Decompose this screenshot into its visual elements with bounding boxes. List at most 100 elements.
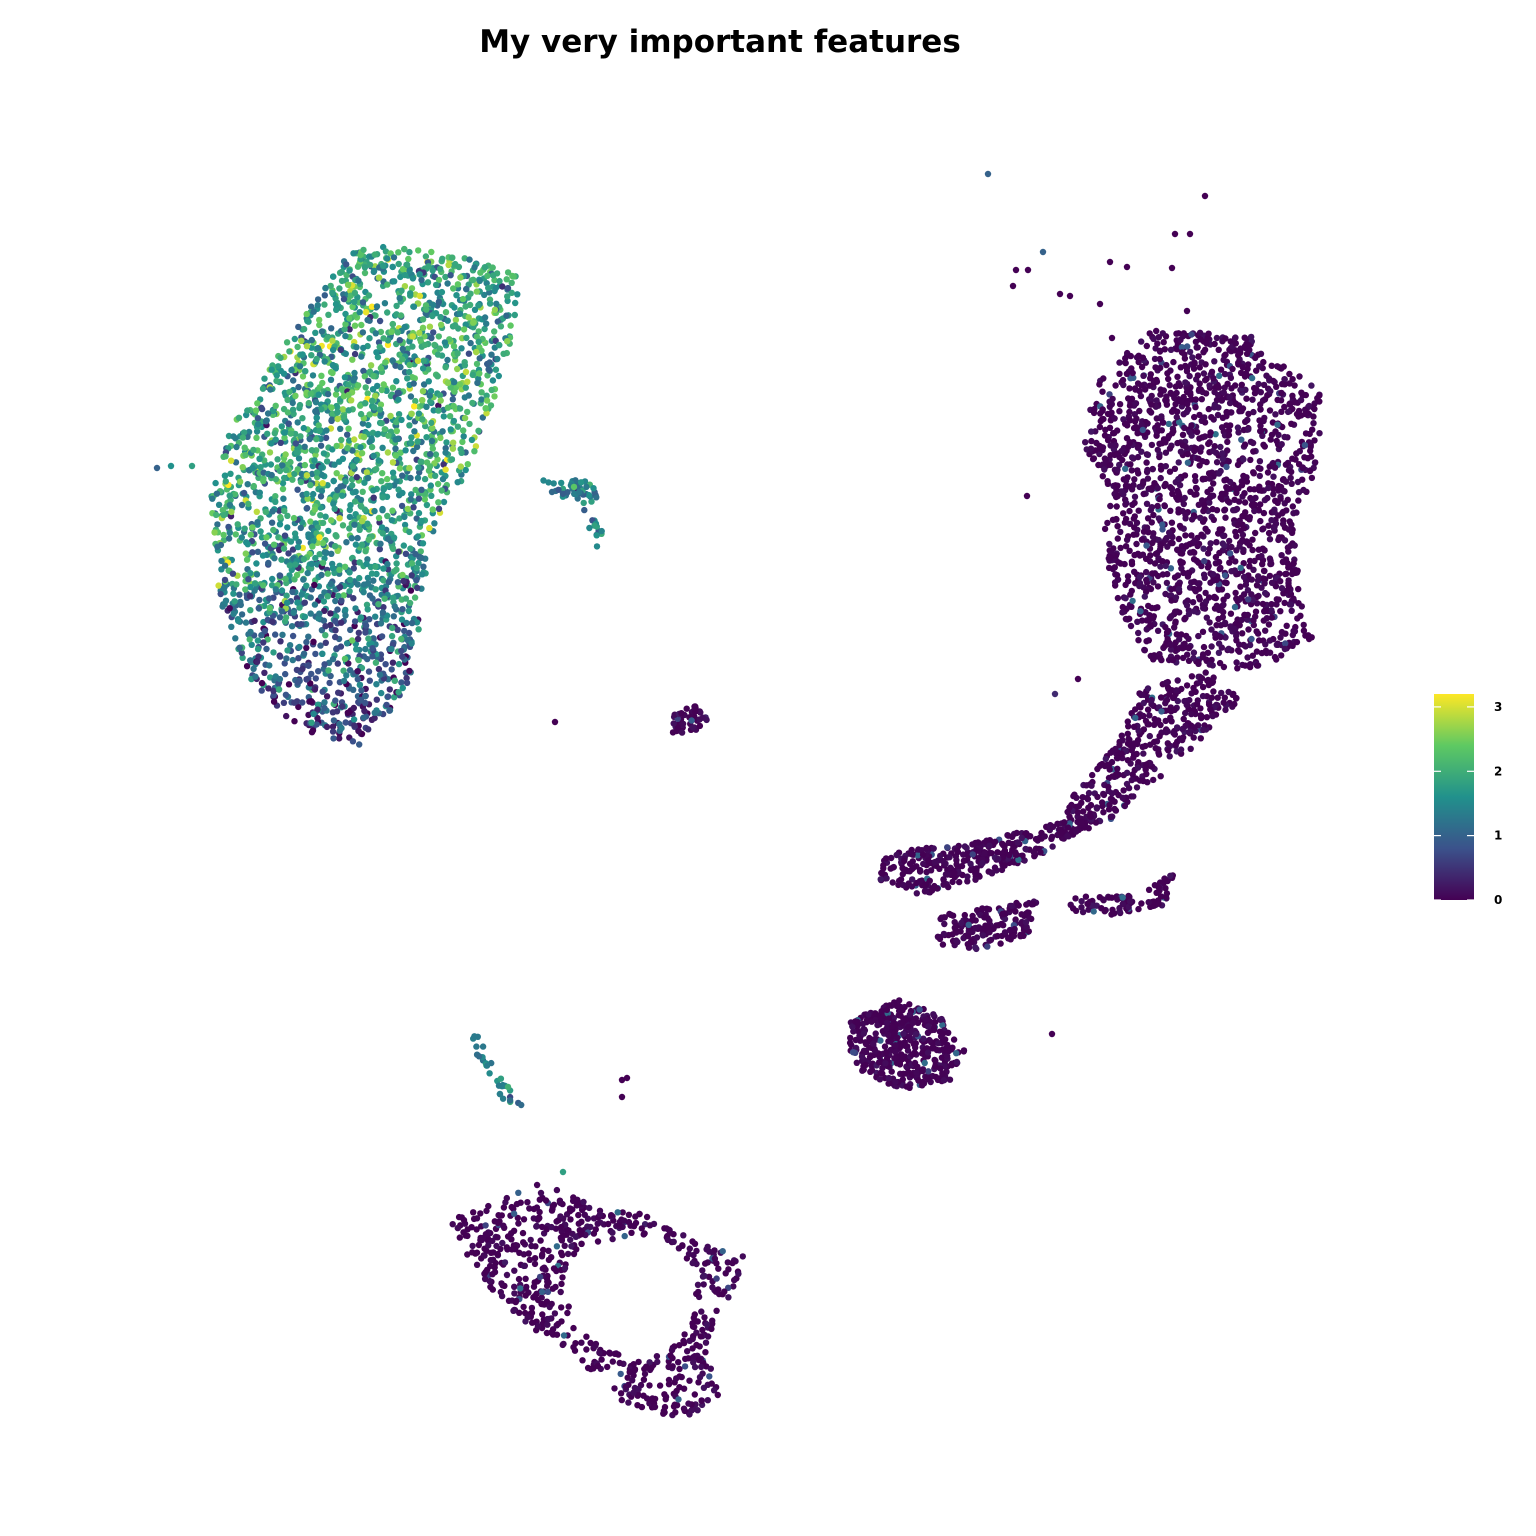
- data-point: [379, 444, 386, 451]
- data-point: [356, 309, 363, 316]
- data-point: [1197, 514, 1204, 521]
- data-point: [1151, 355, 1159, 363]
- data-point: [274, 456, 281, 463]
- data-point: [1217, 564, 1224, 572]
- data-point: [1220, 601, 1227, 608]
- data-point: [1205, 440, 1212, 448]
- data-point: [1128, 558, 1136, 565]
- data-point: [306, 435, 313, 443]
- data-point: [991, 838, 999, 845]
- data-point: [398, 679, 405, 686]
- data-point: [893, 851, 900, 859]
- data-point: [412, 550, 419, 558]
- data-point: [319, 480, 326, 487]
- data-point: [1191, 413, 1198, 421]
- data-point: [1222, 706, 1229, 714]
- data-point: [393, 427, 400, 435]
- data-point: [1201, 419, 1209, 426]
- data-point: [946, 854, 953, 861]
- data-point: [308, 303, 315, 310]
- data-point: [220, 531, 227, 539]
- data-point: [434, 373, 441, 380]
- data-point: [233, 443, 240, 451]
- data-point: [1231, 567, 1239, 574]
- data-point: [1213, 334, 1221, 342]
- data-point: [396, 515, 403, 522]
- data-point: [420, 563, 427, 570]
- data-point: [1238, 482, 1246, 489]
- data-point: [414, 584, 421, 592]
- data-point: [1221, 370, 1229, 378]
- data-point: [1154, 484, 1162, 492]
- data-point: [351, 722, 358, 729]
- data-point: [428, 419, 435, 427]
- data-point: [1116, 401, 1124, 408]
- data-point: [332, 633, 339, 641]
- data-point: [307, 390, 314, 397]
- data-point: [1277, 397, 1285, 404]
- data-point: [254, 519, 261, 526]
- data-point: [431, 520, 438, 527]
- data-point: [461, 362, 469, 369]
- data-point: [1282, 640, 1289, 647]
- data-point: [338, 277, 346, 285]
- data-point: [1140, 726, 1148, 733]
- data-point: [1310, 420, 1317, 427]
- data-point: [397, 312, 405, 319]
- data-point: [504, 338, 511, 345]
- data-point: [1253, 628, 1260, 635]
- data-point: [496, 341, 503, 349]
- data-point: [1138, 536, 1146, 543]
- data-point: [356, 559, 363, 566]
- data-point: [1245, 626, 1252, 633]
- data-point: [431, 341, 438, 349]
- data-point: [1175, 506, 1182, 513]
- data-point: [298, 591, 305, 598]
- data-point: [1151, 654, 1158, 661]
- data-point: [1234, 665, 1241, 672]
- data-point: [953, 847, 961, 854]
- data-point: [429, 424, 436, 432]
- data-point: [408, 572, 415, 579]
- data-point: [231, 491, 239, 498]
- data-point: [1122, 543, 1130, 550]
- data-point: [372, 586, 379, 593]
- data-point: [310, 710, 317, 718]
- data-point: [1175, 535, 1183, 543]
- data-point: [464, 408, 471, 416]
- data-point: [1146, 712, 1153, 719]
- data-point: [1210, 516, 1218, 523]
- data-point: [1187, 745, 1194, 752]
- data-point: [269, 575, 276, 583]
- data-point: [956, 878, 963, 886]
- data-point: [1120, 787, 1127, 794]
- data-point: [322, 623, 329, 630]
- data-point: [429, 312, 436, 320]
- data-point: [1139, 691, 1146, 698]
- data-point: [1101, 432, 1109, 439]
- data-point: [1135, 637, 1142, 644]
- data-point: [302, 368, 309, 375]
- data-point: [361, 264, 369, 271]
- data-point: [1142, 386, 1149, 393]
- data-point: [1146, 558, 1154, 565]
- data-point: [343, 539, 350, 546]
- data-point: [301, 443, 308, 450]
- data-point: [270, 698, 278, 705]
- data-point: [1186, 696, 1193, 704]
- data-point: [426, 323, 434, 330]
- data-point: [1167, 507, 1174, 514]
- data-point: [1279, 558, 1287, 566]
- data-point: [1132, 714, 1139, 722]
- data-point: [1226, 393, 1233, 401]
- data-point: [1197, 705, 1204, 712]
- data-point: [331, 505, 338, 512]
- data-point: [285, 420, 292, 427]
- data-point: [265, 559, 272, 567]
- data-point: [254, 421, 262, 428]
- data-point: [314, 302, 321, 309]
- data-point: [1131, 476, 1138, 483]
- data-point: [346, 667, 354, 674]
- data-point: [1127, 622, 1135, 630]
- data-point: [435, 333, 442, 340]
